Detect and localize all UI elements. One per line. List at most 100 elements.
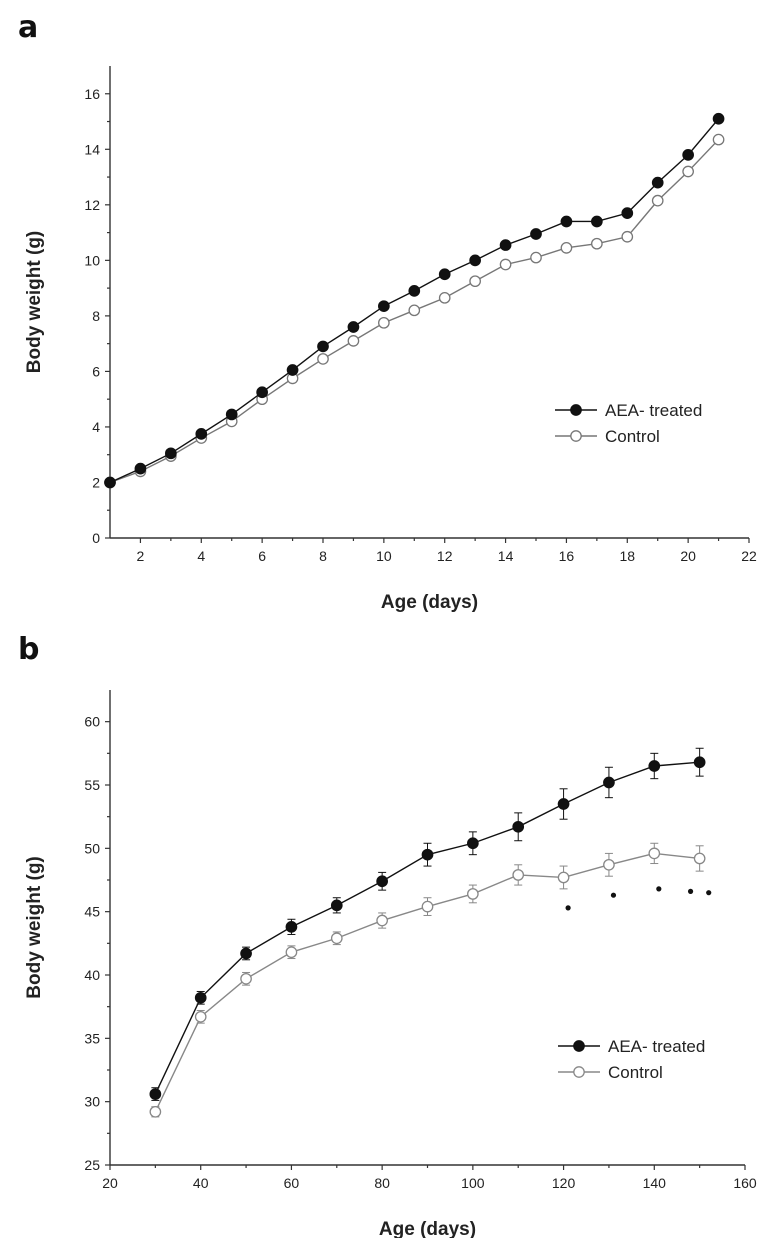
data-point-aea-treated [499, 239, 512, 251]
y-tick-label: 16 [84, 86, 100, 102]
x-tick-label: 120 [552, 1175, 576, 1191]
x-tick-label: 14 [498, 548, 514, 564]
data-point-control [376, 914, 388, 927]
y-axis-label: Body weight (g) [24, 856, 45, 998]
data-point-control [651, 194, 664, 207]
data-point-aea-treated [651, 176, 664, 189]
data-point-control [621, 230, 634, 243]
data-point-aea-treated [712, 112, 725, 125]
data-point-control [408, 304, 421, 317]
x-tick-label: 6 [258, 548, 266, 564]
x-tick-label: 20 [102, 1175, 118, 1191]
data-point-control [512, 869, 525, 881]
legend-a: AEA- treated Control [555, 401, 702, 446]
data-point-aea-treated [317, 340, 329, 353]
data-point-aea-treated [134, 462, 147, 475]
plot-b: 25 30 35 40 45 50 55 60 20 40 60 80 100 120 140 160 Age … [24, 690, 757, 1238]
x-tick-label: 12 [437, 548, 453, 564]
data-point-control [499, 258, 512, 271]
y-tick-label: 35 [84, 1030, 100, 1046]
data-point-aea-treated [165, 447, 177, 460]
legend-b: AEA- treated Control [558, 1037, 705, 1082]
legend-label-aea-treated: AEA- treated [608, 1037, 705, 1056]
data-point-control [603, 858, 615, 871]
data-point-control [194, 1010, 207, 1023]
data-point-aea-treated [693, 756, 706, 769]
x-axis-label: Age (days) [381, 592, 478, 613]
data-point-aea-treated [408, 285, 421, 297]
y-tick-label: 45 [84, 904, 100, 920]
legend-label-control: Control [605, 427, 660, 446]
x-tick-label: 140 [643, 1175, 667, 1191]
legend-marker-aea-treated [570, 404, 582, 416]
data-point-aea-treated [286, 364, 299, 376]
data-point-aea-treated [330, 899, 343, 912]
data-point-control [317, 353, 329, 365]
x-tick-label: 160 [733, 1175, 757, 1191]
plot-a: 0 2 4 6 8 10 12 14 16 2 4 6 8 10 12 14 16 18 20 22 Age (days… [24, 66, 757, 613]
data-point-aea-treated [682, 148, 694, 161]
data-point-control [438, 291, 451, 304]
data-point-aea-treated [467, 837, 479, 850]
y-tick-label: 50 [84, 840, 100, 856]
data-point-aea-treated [376, 875, 388, 888]
data-point-control [149, 1105, 162, 1118]
x-tick-label: 80 [374, 1175, 390, 1191]
y-tick-label: 55 [84, 777, 100, 793]
data-point-control [240, 972, 252, 985]
data-point-aea-treated [438, 268, 451, 281]
y-tick-label: 30 [84, 1094, 100, 1110]
x-tick-label: 2 [137, 548, 145, 564]
data-point-control [648, 847, 661, 860]
data-point-aea-treated [104, 476, 116, 489]
y-tick-label: 25 [84, 1157, 100, 1173]
y-tick-label: 10 [84, 252, 100, 268]
legend-label-control: Control [608, 1063, 663, 1082]
x-tick-label: 16 [559, 548, 575, 564]
data-point-aea-treated [557, 798, 570, 810]
x-tick-label: 20 [680, 548, 696, 564]
y-tick-label: 40 [84, 967, 100, 983]
x-tick-label: 4 [197, 548, 205, 564]
data-point-aea-treated [225, 408, 238, 421]
x-tick-label: 40 [193, 1175, 209, 1191]
data-point-aea-treated [530, 228, 542, 240]
panel-letter-a: a [18, 10, 39, 45]
data-point-control [712, 133, 725, 146]
data-point-control [591, 237, 603, 250]
y-tick-label: 60 [84, 714, 100, 730]
x-tick-label: 10 [376, 548, 392, 564]
data-point-aea-treated [560, 215, 573, 228]
data-point-aea-treated [347, 321, 360, 333]
data-point-aea-treated [195, 428, 208, 440]
significance-marker [706, 890, 712, 896]
x-tick-label: 8 [319, 548, 327, 564]
data-point-aea-treated [285, 921, 298, 933]
data-point-control [560, 242, 573, 254]
data-point-aea-treated [194, 991, 207, 1004]
data-point-control [330, 932, 343, 945]
data-point-aea-treated [621, 207, 634, 220]
x-tick-label: 100 [461, 1175, 485, 1191]
data-point-control [530, 251, 542, 264]
data-point-control [469, 275, 481, 288]
data-point-aea-treated [591, 215, 603, 228]
legend-marker-control [570, 430, 582, 442]
significance-marker [565, 905, 571, 911]
legend-label-aea-treated: AEA- treated [605, 401, 702, 420]
x-tick-label: 60 [284, 1175, 300, 1191]
x-tick-label: 18 [619, 548, 635, 564]
legend-marker-aea-treated [573, 1040, 585, 1052]
data-point-control [557, 871, 570, 884]
x-axis-label: Age (days) [379, 1219, 476, 1238]
data-point-aea-treated [421, 848, 434, 861]
y-tick-label: 6 [92, 363, 100, 379]
legend-marker-control [573, 1066, 585, 1078]
data-point-aea-treated [149, 1088, 162, 1100]
significance-marker [687, 888, 694, 895]
y-tick-label: 8 [92, 308, 100, 324]
significance-marker [656, 886, 662, 892]
data-point-aea-treated [378, 300, 390, 313]
data-point-control [467, 888, 479, 900]
